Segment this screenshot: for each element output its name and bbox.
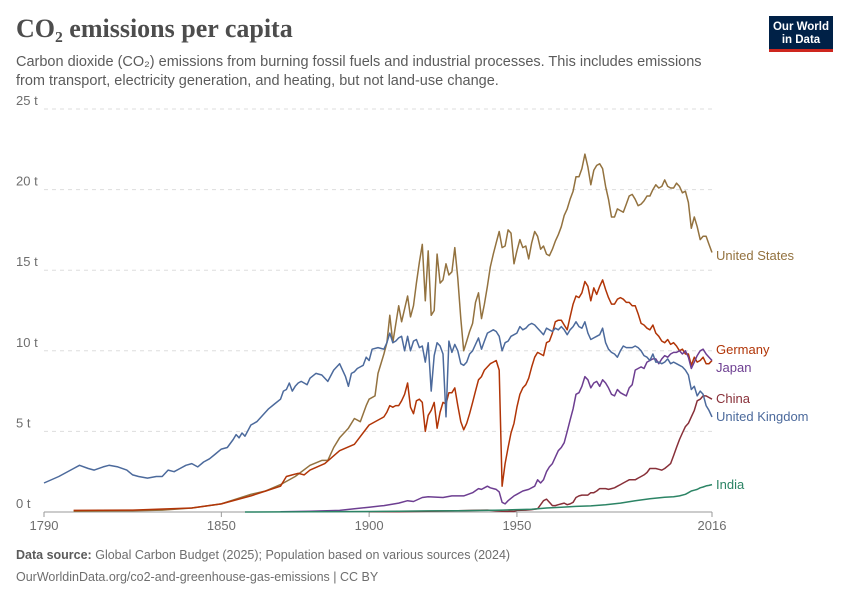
source-label: Data source: bbox=[16, 548, 92, 562]
chart-title: CO₂ emissions per capita bbox=[16, 14, 293, 43]
series-label-germany[interactable]: Germany bbox=[716, 342, 770, 357]
y-tick-label-0: 0 t bbox=[16, 496, 31, 511]
x-tick-label-1: 1850 bbox=[207, 518, 236, 533]
series-line-china[interactable] bbox=[369, 395, 713, 513]
series-label-china[interactable]: China bbox=[716, 391, 751, 406]
series-label-united-kingdom[interactable]: United Kingdom bbox=[716, 409, 809, 424]
y-tick-label-1: 5 t bbox=[16, 415, 31, 430]
chart-subtitle: Carbon dioxide (CO₂) emissions from burn… bbox=[16, 54, 702, 89]
grid: 0 t 5 t 10 t 15 t 20 t 25 t bbox=[16, 93, 712, 513]
x-axis: 1790 1850 1900 1950 2016 bbox=[30, 512, 727, 533]
x-tick-label-4: 2016 bbox=[698, 518, 727, 533]
series-label-india[interactable]: India bbox=[716, 477, 745, 492]
url-license[interactable]: OurWorldinData.org/co2-and-greenhouse-ga… bbox=[16, 570, 379, 584]
series-label-united-states[interactable]: United States bbox=[716, 248, 795, 263]
series-line-germany[interactable] bbox=[73, 279, 713, 512]
series-labels: United States Germany Japan China United Kin… bbox=[716, 248, 809, 492]
owid-logo[interactable]: Our World in Data bbox=[769, 16, 833, 52]
x-tick-label-3: 1950 bbox=[502, 518, 531, 533]
x-tick-label-2: 1900 bbox=[355, 518, 384, 533]
series-line-united-states[interactable] bbox=[73, 153, 713, 512]
y-tick-label-5: 25 t bbox=[16, 93, 38, 108]
series-line-japan[interactable] bbox=[280, 348, 713, 513]
y-tick-label-4: 20 t bbox=[16, 174, 38, 189]
y-tick-label-2: 10 t bbox=[16, 335, 38, 350]
logo-line-1: Our World bbox=[772, 21, 829, 33]
series-line-united-kingdom[interactable] bbox=[43, 321, 713, 484]
logo-line-2: in Data bbox=[781, 34, 821, 46]
source-text: Global Carbon Budget (2025); Population … bbox=[95, 548, 511, 562]
series-line-india[interactable] bbox=[244, 483, 713, 513]
y-tick-label-3: 15 t bbox=[16, 254, 38, 269]
series-lines bbox=[43, 153, 713, 513]
x-tick-label-0: 1790 bbox=[30, 518, 59, 533]
series-label-japan[interactable]: Japan bbox=[716, 360, 751, 375]
source-note: Data source: Global Carbon Budget (2025)… bbox=[16, 548, 510, 562]
